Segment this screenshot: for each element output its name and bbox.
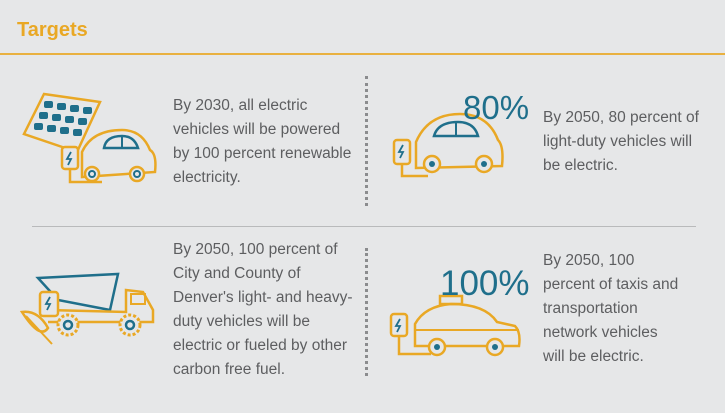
- vertical-dotted-divider-top: [365, 76, 372, 206]
- electric-car-icon: [392, 112, 504, 178]
- target-text-2050-city-fleet: By 2050, 100 percent of City and County …: [173, 241, 353, 378]
- section-title: Targets: [17, 19, 88, 41]
- solar-panel-car-icon: [22, 92, 157, 184]
- target-percent-100: 100%: [440, 264, 530, 303]
- vertical-dotted-divider-bottom: [365, 248, 372, 376]
- horizontal-divider: [32, 226, 696, 227]
- dump-truck-leaf-icon: [19, 272, 155, 345]
- electric-taxi-icon: [389, 294, 521, 357]
- target-text-2050-taxis: By 2050, 100 percent of taxis and transp…: [543, 252, 679, 365]
- target-percent-80: 80%: [463, 89, 530, 126]
- target-text-2050-light-duty: By 2050, 80 percent of light-duty vehicl…: [543, 109, 699, 174]
- title-underline: [0, 53, 725, 55]
- target-text-2030-renewable: By 2030, all electric vehicles will be p…: [173, 97, 352, 186]
